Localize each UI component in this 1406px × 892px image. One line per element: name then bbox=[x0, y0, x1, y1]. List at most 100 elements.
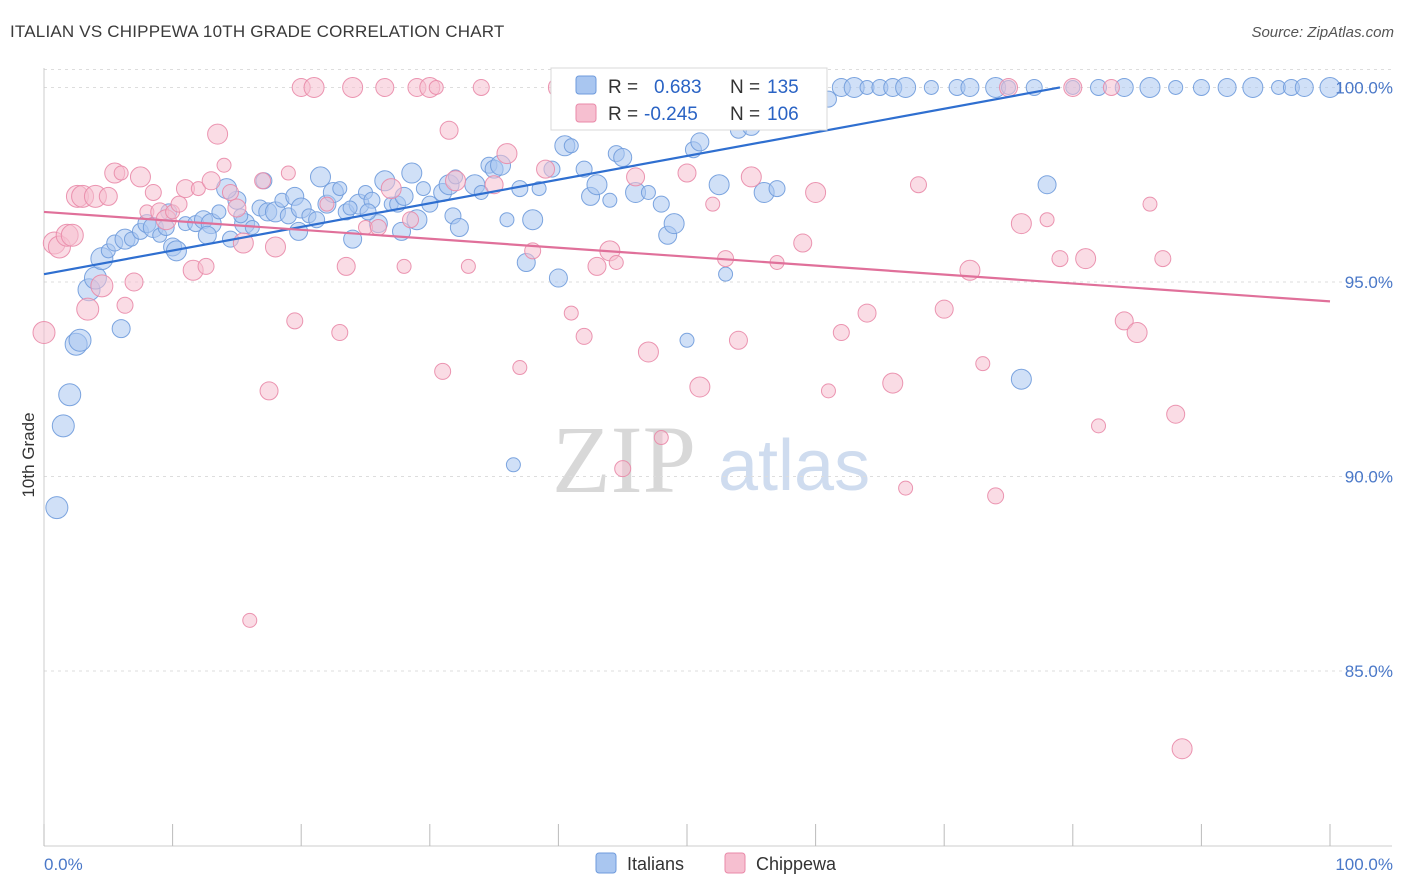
chippewa-point bbox=[608, 255, 624, 270]
chippewa-point bbox=[98, 186, 118, 206]
y-tick-label-2: 90.0% bbox=[1345, 467, 1393, 486]
italians-point bbox=[1139, 76, 1161, 98]
italians-point bbox=[1242, 76, 1264, 98]
legend-box: R = 0.683 N = 135 R = -0.245 N = 106 bbox=[550, 67, 828, 131]
italians-point bbox=[640, 184, 656, 200]
italians-point bbox=[1037, 175, 1057, 195]
legend-r-label-italians: R = bbox=[608, 77, 638, 98]
chippewa-point bbox=[76, 297, 100, 321]
chippewa-point bbox=[626, 167, 646, 187]
bottom-legend-label-italians: Italians bbox=[627, 854, 684, 874]
chippewa-point bbox=[882, 372, 904, 394]
legend-n-label-chippewa: N = bbox=[730, 104, 760, 125]
chippewa-point bbox=[124, 272, 144, 292]
chippewa-point bbox=[380, 178, 402, 200]
chippewa-point bbox=[472, 78, 490, 96]
italians-point bbox=[718, 266, 734, 282]
italians-point bbox=[197, 225, 217, 245]
chippewa-point bbox=[496, 143, 518, 165]
y-tick-label-3: 85.0% bbox=[1345, 662, 1393, 681]
legend-r-label-chippewa: R = bbox=[608, 104, 638, 125]
italians-point bbox=[415, 181, 431, 197]
italians-point bbox=[679, 332, 695, 348]
y-axis-label: 10th Grade bbox=[19, 412, 38, 497]
italians-point bbox=[708, 174, 730, 196]
italians-point bbox=[309, 166, 331, 188]
chippewa-point bbox=[909, 176, 927, 194]
chippewa-point bbox=[1102, 78, 1120, 96]
chippewa-point bbox=[1010, 213, 1032, 235]
chippewa-point bbox=[264, 236, 286, 258]
y-tick-label-0: 100.0% bbox=[1335, 78, 1393, 97]
chippewa-point bbox=[820, 383, 836, 399]
chippewa-point bbox=[116, 296, 134, 314]
chippewa-point bbox=[1126, 322, 1148, 344]
italians-point bbox=[499, 212, 515, 228]
chippewa-point bbox=[221, 183, 239, 201]
italians-point bbox=[1319, 76, 1341, 98]
italians-point bbox=[1294, 77, 1314, 97]
chippewa-point bbox=[303, 76, 325, 98]
chippewa-point bbox=[32, 321, 56, 345]
chippewa-point bbox=[728, 330, 748, 350]
chippewa-point bbox=[197, 257, 215, 275]
legend-r-value-chippewa: -0.245 bbox=[644, 104, 698, 125]
x-tick-labels: 0.0% 100.0% bbox=[44, 855, 1393, 874]
bottom-legend-swatch-chippewa bbox=[724, 852, 746, 874]
italians-point bbox=[449, 217, 469, 237]
y-tick-labels: 100.0% 95.0% 90.0% 85.0% bbox=[1335, 78, 1393, 681]
chippewa-point bbox=[144, 183, 162, 201]
chippewa-point bbox=[259, 381, 279, 401]
chippewa-point bbox=[336, 256, 356, 276]
chippewa-point bbox=[975, 356, 991, 372]
chippewa-point bbox=[207, 123, 229, 145]
chippewa-point bbox=[898, 480, 914, 496]
italians-point bbox=[332, 181, 348, 197]
chippewa-point bbox=[434, 362, 452, 380]
legend-n-value-italians: 135 bbox=[767, 77, 799, 98]
chippewa-point bbox=[227, 198, 247, 218]
italians-point bbox=[1217, 77, 1237, 97]
chippewa-point bbox=[857, 303, 877, 323]
chippewa-point bbox=[484, 175, 504, 195]
chippewa-point bbox=[280, 165, 296, 181]
chippewa-point bbox=[587, 256, 607, 276]
chippewa-point bbox=[201, 171, 221, 191]
chippewa-point bbox=[396, 258, 412, 274]
source-credit: Source: ZipAtlas.com bbox=[1251, 24, 1394, 41]
legend-r-value-italians: 0.683 bbox=[654, 77, 702, 98]
italians-point bbox=[289, 221, 309, 241]
watermark: ZIP atlas bbox=[552, 406, 870, 513]
chippewa-point bbox=[1039, 212, 1055, 228]
italians-point bbox=[602, 192, 618, 208]
chippewa-point bbox=[1051, 250, 1069, 268]
chippewa-point bbox=[793, 233, 813, 253]
legend-swatch-chippewa bbox=[575, 103, 597, 123]
chippewa-point bbox=[614, 460, 632, 478]
chippewa-point bbox=[445, 170, 467, 192]
y-tick-label-1: 95.0% bbox=[1345, 273, 1393, 292]
italians-point bbox=[923, 79, 939, 95]
bottom-legend: Italians Chippewa bbox=[595, 852, 837, 874]
italians-point bbox=[45, 496, 69, 520]
chippewa-point bbox=[677, 163, 697, 183]
chippewa-point bbox=[740, 166, 762, 188]
chippewa-point bbox=[60, 223, 84, 247]
gridlines bbox=[44, 68, 1392, 672]
italians-point bbox=[531, 181, 547, 197]
bottom-legend-swatch-italians bbox=[595, 852, 617, 874]
chippewa-point bbox=[342, 76, 364, 98]
chippewa-point bbox=[90, 274, 114, 298]
chippewa-point bbox=[1063, 77, 1083, 97]
italians-point bbox=[563, 138, 579, 154]
chippewa-point bbox=[1075, 248, 1097, 270]
italians-point bbox=[342, 200, 358, 216]
chippewa-point bbox=[999, 77, 1018, 97]
chippewa-point bbox=[190, 181, 206, 197]
chippewa-point bbox=[536, 159, 556, 179]
chippewa-point bbox=[113, 165, 129, 181]
chippewa-point bbox=[512, 360, 528, 376]
chippewa-point bbox=[934, 299, 954, 319]
italians-point bbox=[960, 77, 980, 97]
